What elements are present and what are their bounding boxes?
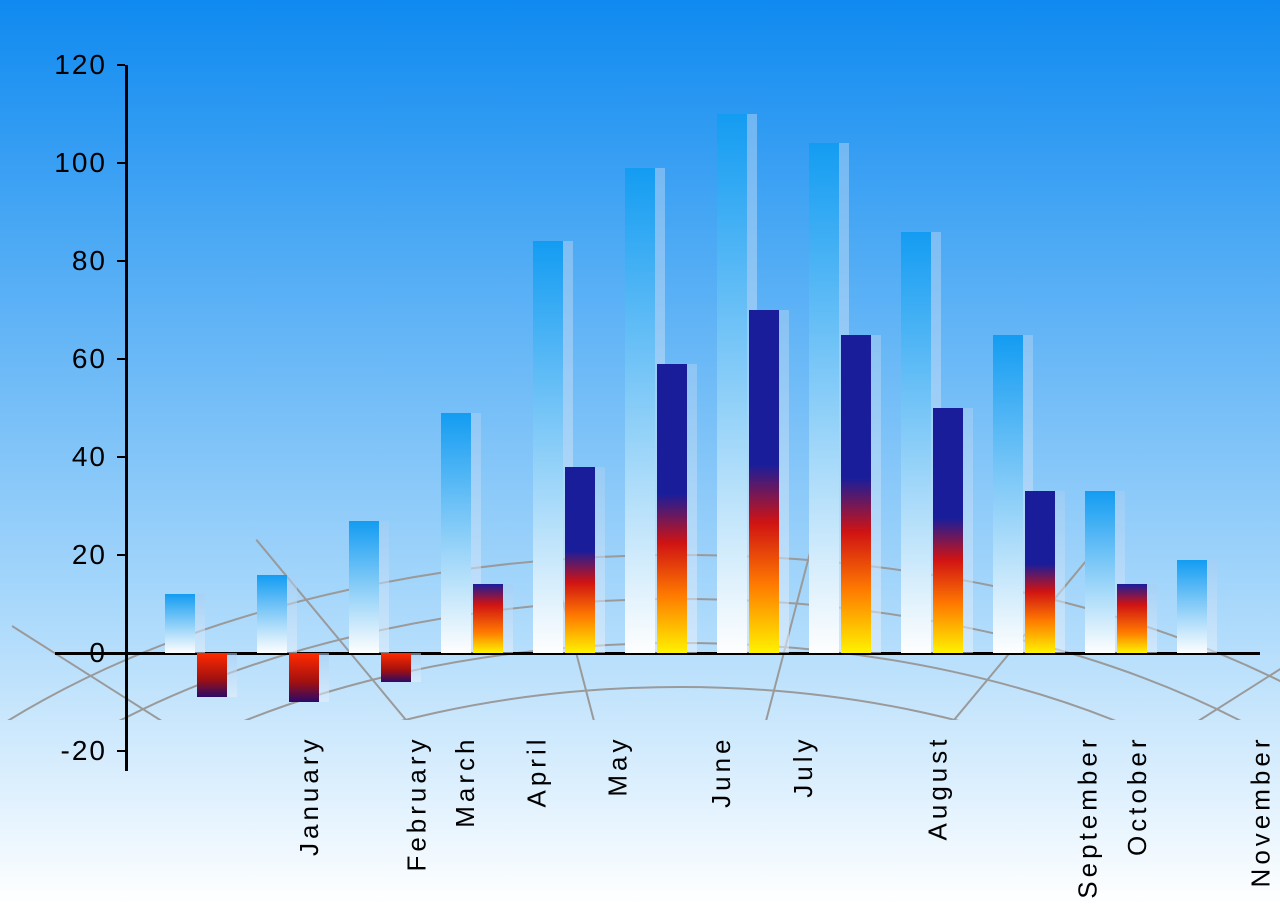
y-axis-line	[125, 65, 128, 771]
y-tick-label: 20	[0, 539, 107, 571]
month-label: January	[294, 736, 325, 857]
month-label: November	[1245, 736, 1276, 888]
month-label: March	[450, 736, 481, 828]
y-tick-label: 100	[0, 147, 107, 179]
y-tick-mark	[117, 162, 125, 164]
month-label: May	[603, 736, 634, 797]
bar-series-b	[565, 467, 595, 653]
y-tick-label: 120	[0, 49, 107, 81]
bar-series-a	[349, 521, 379, 653]
bar-series-b	[473, 584, 503, 653]
bar-series-b	[381, 653, 411, 682]
bar-series-a	[257, 575, 287, 653]
month-label: September	[1073, 736, 1104, 899]
monthly-bar-chart: -20 0 20 40 60 80 100 120 January February March Ap…	[0, 0, 1280, 905]
y-tick-label: 0	[0, 637, 107, 669]
y-tick-label: -20	[0, 735, 107, 767]
month-label: August	[922, 736, 953, 841]
y-tick-label: 40	[0, 441, 107, 473]
bar-series-a	[717, 114, 747, 653]
month-label: April	[522, 736, 553, 808]
month-label: October	[1122, 736, 1153, 857]
bar-series-b	[289, 653, 319, 702]
y-tick-label: 60	[0, 343, 107, 375]
bar-series-a	[533, 241, 563, 653]
bar-series-a	[809, 143, 839, 653]
bar-series-a	[165, 594, 195, 653]
chart-stage: -20 0 20 40 60 80 100 120 January February March Ap…	[0, 0, 1280, 905]
bar-series-a	[901, 232, 931, 653]
y-tick-mark	[117, 64, 125, 66]
y-tick-mark	[117, 652, 125, 654]
bar-series-b	[197, 653, 227, 697]
y-tick-mark	[117, 750, 125, 752]
month-label: February	[402, 736, 433, 872]
y-tick-mark	[117, 554, 125, 556]
bar-series-a	[1177, 560, 1207, 653]
bar-series-a	[1085, 491, 1115, 653]
y-tick-mark	[117, 456, 125, 458]
month-label: July	[788, 736, 819, 798]
bar-series-a	[993, 335, 1023, 654]
y-tick-mark	[117, 358, 125, 360]
y-tick-mark	[117, 260, 125, 262]
bar-series-b	[1025, 491, 1055, 653]
bar-series-a	[441, 413, 471, 653]
bar-series-a	[625, 168, 655, 653]
month-label: June	[706, 736, 737, 808]
bar-series-b	[657, 364, 687, 653]
y-tick-label: 80	[0, 245, 107, 277]
bar-series-b	[749, 310, 779, 653]
bar-series-b	[841, 335, 871, 654]
bar-series-b	[1117, 584, 1147, 653]
bar-series-b	[933, 408, 963, 653]
